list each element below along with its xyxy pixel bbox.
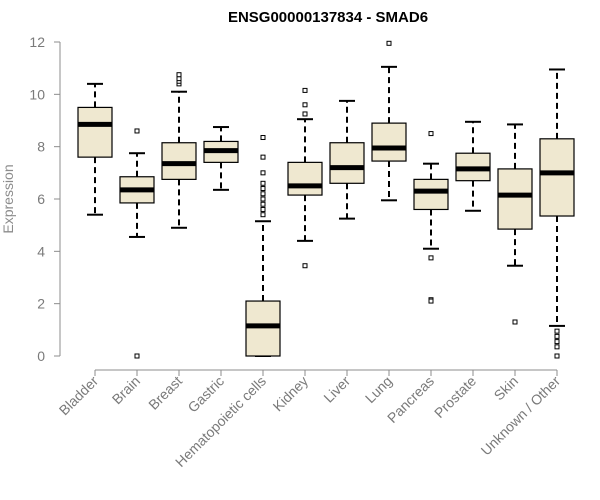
iqr-box xyxy=(287,161,323,196)
outlier-point xyxy=(176,76,182,82)
y-tick-label: 12 xyxy=(29,34,45,50)
box-prostate xyxy=(455,120,491,212)
iqr-box xyxy=(329,142,365,184)
y-axis-label: Expression xyxy=(0,164,16,233)
outlier-point xyxy=(554,353,560,359)
y-tick-label: 10 xyxy=(29,86,45,102)
outlier-point xyxy=(260,180,266,186)
outlier-point xyxy=(176,72,182,78)
box-liver xyxy=(329,99,365,220)
x-tick-label: Prostate xyxy=(431,373,479,421)
box-lung xyxy=(371,40,407,202)
outlier-point xyxy=(260,186,266,192)
outlier-point xyxy=(302,87,308,93)
outlier-point xyxy=(260,206,266,212)
outlier-point xyxy=(260,170,266,176)
y-tick-label: 8 xyxy=(37,139,45,155)
iqr-box xyxy=(371,122,407,162)
outlier-point xyxy=(428,131,434,137)
box-unknown-other xyxy=(539,68,575,359)
y-tick-label: 0 xyxy=(37,348,45,364)
x-tick-label: Brain xyxy=(109,373,143,407)
outlier-point xyxy=(260,135,266,141)
box-breast xyxy=(161,72,197,229)
outlier-point xyxy=(554,328,560,334)
outlier-point xyxy=(302,263,308,269)
iqr-box xyxy=(77,106,113,158)
box-bladder xyxy=(77,82,113,216)
outlier-point xyxy=(302,111,308,117)
box-skin xyxy=(497,123,533,325)
x-tick-label: Unknown / Other xyxy=(478,373,564,459)
x-tick-label: Skin xyxy=(491,373,522,404)
outlier-point xyxy=(554,344,560,350)
x-tick-label: Pancreas xyxy=(384,373,437,426)
chart-title: ENSG00000137834 - SMAD6 xyxy=(228,9,428,26)
x-tick-label: Liver xyxy=(320,373,353,406)
outlier-point xyxy=(428,298,434,304)
x-tick-label: Kidney xyxy=(270,373,312,415)
outlier-point xyxy=(554,339,560,345)
iqr-box xyxy=(413,178,449,211)
outlier-point xyxy=(134,353,140,359)
outlier-point xyxy=(260,201,266,207)
x-tick-label: Bladder xyxy=(56,373,102,419)
outlier-point xyxy=(554,333,560,339)
outlier-point xyxy=(428,255,434,261)
outlier-point xyxy=(260,191,266,197)
outlier-point xyxy=(260,212,266,218)
boxes-group xyxy=(77,40,575,359)
box-gastric xyxy=(203,126,239,191)
x-tick-label: Lung xyxy=(362,373,395,406)
iqr-box xyxy=(161,142,197,180)
outlier-point xyxy=(302,102,308,108)
outlier-point xyxy=(260,196,266,202)
y-tick-label: 4 xyxy=(37,243,45,259)
iqr-box xyxy=(245,300,281,357)
y-tick-label: 6 xyxy=(37,191,45,207)
y-tick-label: 2 xyxy=(37,296,45,312)
outlier-point xyxy=(134,128,140,134)
iqr-box xyxy=(539,138,575,217)
outlier-point xyxy=(260,154,266,160)
x-tick-label: Breast xyxy=(145,373,185,413)
box-brain xyxy=(119,128,155,359)
axes: 0 2 4 6 8 10 12 xyxy=(29,34,558,376)
box-hematopoietic-cells xyxy=(245,135,281,357)
outlier-point xyxy=(512,319,518,325)
outlier-point xyxy=(386,40,392,46)
box-pancreas xyxy=(413,131,449,304)
box-kidney xyxy=(287,87,323,269)
iqr-box xyxy=(497,168,533,230)
